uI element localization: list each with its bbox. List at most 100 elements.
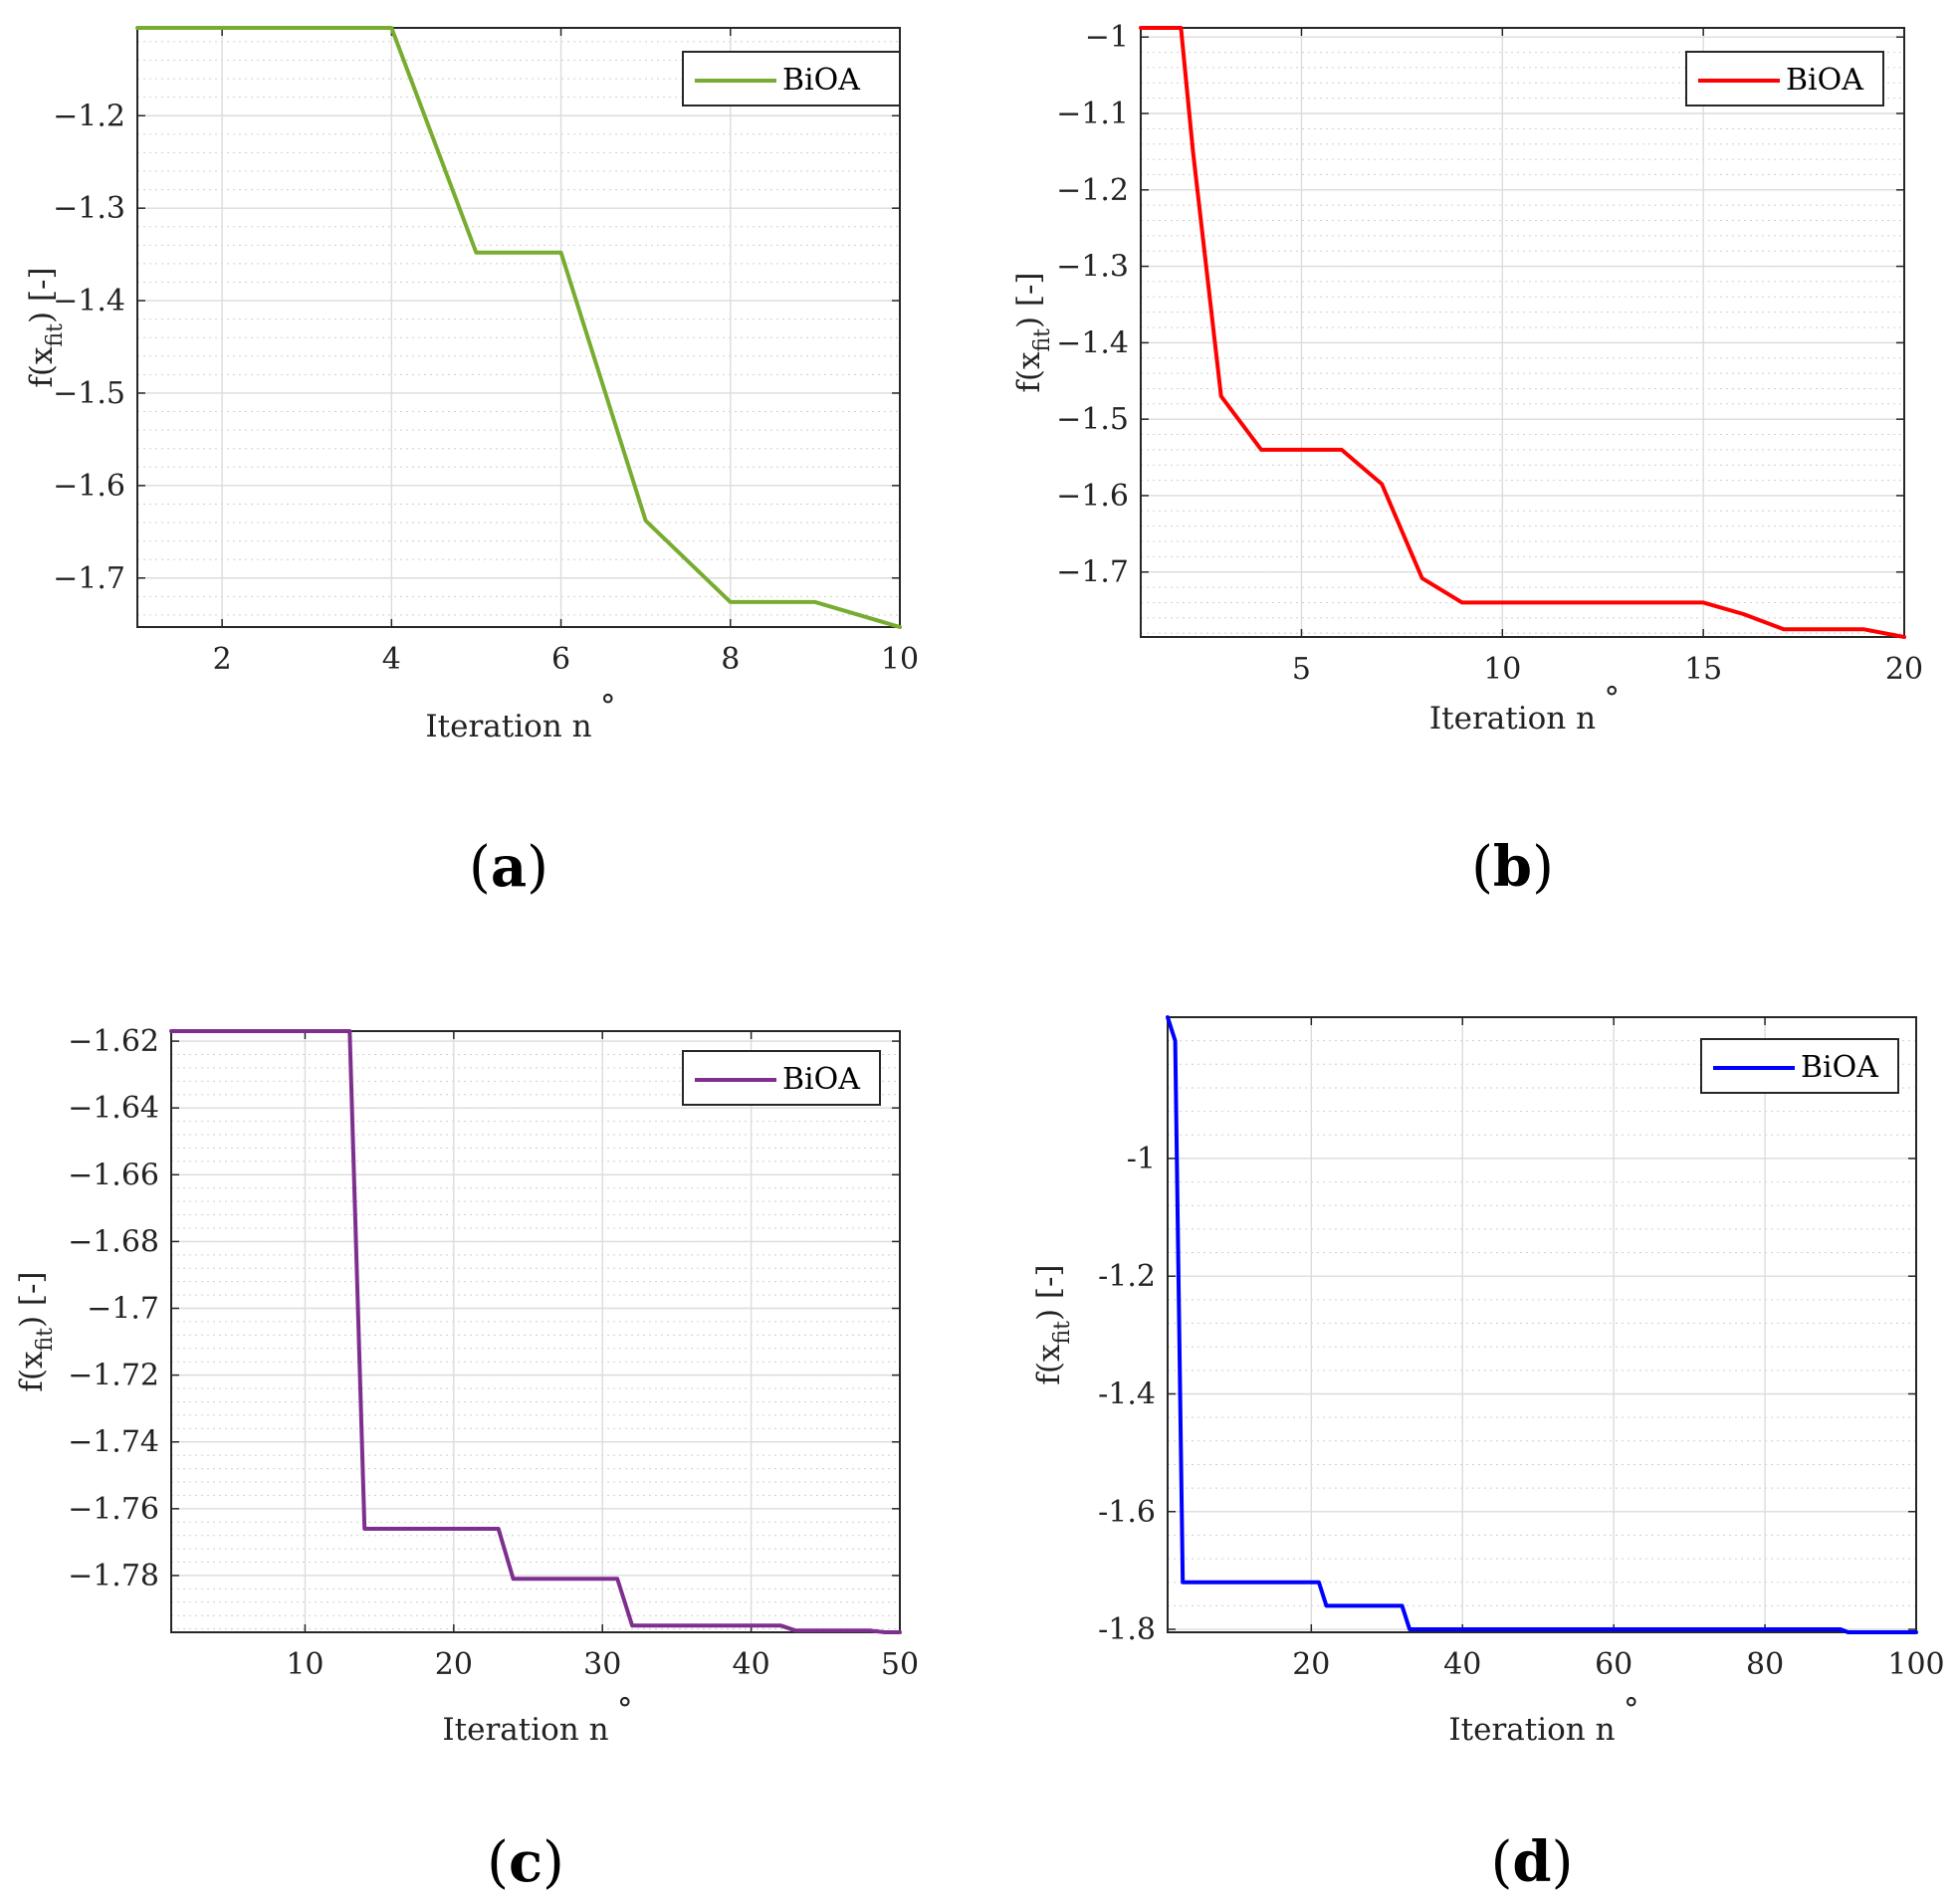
y-tick-label: −1.66 <box>68 1158 159 1192</box>
chart-panel-d: 20 40 60 80 100 -1 -1.2 -1.4 -1.6 -1.8 BiOA Iterati… <box>1031 1015 1945 1895</box>
panel-label-close: ) <box>543 1830 564 1895</box>
panel-label-open: ( <box>469 835 491 900</box>
y-tick-label: −1.4 <box>53 284 125 318</box>
chart-panel-b: 5 10 15 20 −1 −1.1 −1.2 −1.3 −1.4 −1.5 −1.6 −1.7 BiO… <box>1011 20 1923 900</box>
panel-label-letter: b <box>1493 834 1532 900</box>
legend-label: BiOA <box>782 1062 860 1097</box>
y-tick-label: −1.3 <box>1056 250 1129 285</box>
x-tick-label: 5 <box>1292 652 1311 687</box>
panel-label: (d) <box>1491 1829 1574 1895</box>
y-tick-label: −1.76 <box>68 1492 159 1527</box>
x-tick-label: 15 <box>1684 652 1722 687</box>
y-axis-label: f(xfit) [-] <box>24 267 68 387</box>
panel-label-letter: c <box>509 1829 543 1895</box>
x-tick-label: 100 <box>1887 1647 1944 1682</box>
y-tick-label: −1 <box>1085 20 1129 55</box>
y-tick-label: −1.5 <box>1056 402 1129 437</box>
grid <box>1168 1016 1917 1632</box>
y-tick-label: -1.4 <box>1098 1376 1156 1411</box>
y-axis-label-post: ) [-] <box>24 267 60 323</box>
x-tick-label: 10 <box>1483 652 1521 687</box>
y-axis-label: f(xfit) [-] <box>14 1271 58 1391</box>
chart-panel-c: 10 20 30 40 50 −1.62 −1.64 −1.66 −1.68 −1.7 −1.72 −… <box>14 1024 919 1895</box>
series-line-bioa <box>169 1029 902 1634</box>
panel-label-open: ( <box>1471 835 1493 900</box>
legend: BiOA <box>1685 51 1884 106</box>
x-tick-label: 40 <box>733 1647 770 1682</box>
x-tick-label: 20 <box>1292 1647 1330 1682</box>
legend: BiOA <box>682 51 901 106</box>
x-tick-label: 6 <box>551 642 570 677</box>
y-tick-label: −1.3 <box>53 191 125 226</box>
panel-label: (c) <box>487 1829 564 1895</box>
plot-frame <box>170 1030 901 1633</box>
y-axis-label-post: ) [-] <box>14 1271 50 1328</box>
y-axis-label-sub: fit <box>43 323 68 347</box>
plot-frame <box>136 27 901 628</box>
plot-frame <box>1140 27 1905 638</box>
y-axis-label: f(xfit) [-] <box>1011 272 1055 392</box>
y-tick-label: −1.7 <box>53 561 125 596</box>
y-tick-label: −1.62 <box>68 1024 159 1059</box>
y-axis-label-post: ) [-] <box>1011 272 1047 328</box>
y-axis-label-pre: f(x <box>24 346 60 388</box>
y-tick-label: −1.6 <box>53 469 125 504</box>
grid <box>137 28 901 627</box>
panel-label-open: ( <box>1491 1830 1513 1895</box>
y-tick-label: −1.72 <box>68 1359 159 1393</box>
y-axis-label-sub: fit <box>1050 1321 1075 1345</box>
y-tick-label: −1.1 <box>1056 97 1129 131</box>
x-tick-label: 2 <box>213 642 232 677</box>
panel-label: (a) <box>469 834 548 900</box>
panel-label-close: ) <box>1532 835 1554 900</box>
y-axis-label-post: ) [-] <box>1031 1264 1067 1321</box>
y-tick-label: -1 <box>1127 1142 1156 1176</box>
x-axis-label: Iteration n <box>1429 701 1596 737</box>
y-axis-label-sub: fit <box>33 1328 58 1352</box>
x-axis-label-degree: ° <box>1605 681 1621 717</box>
y-axis-label-pre: f(x <box>14 1351 50 1392</box>
x-axis-label: Iteration n <box>1448 1712 1615 1748</box>
x-tick-label: 20 <box>435 1647 473 1682</box>
panel-label-close: ) <box>527 835 548 900</box>
legend-box <box>682 51 901 106</box>
x-tick-label: 50 <box>881 1647 919 1682</box>
y-tick-label: -1.6 <box>1098 1495 1156 1530</box>
grid <box>1141 28 1905 637</box>
y-tick-label: −1.68 <box>68 1224 159 1259</box>
x-tick-label: 8 <box>721 642 740 677</box>
x-tick-label: 60 <box>1595 1647 1632 1682</box>
y-tick-label: −1.74 <box>68 1425 159 1460</box>
chart-panel-a: 2 4 6 8 10 −1.2 −1.3 −1.4 −1.5 −1.6 −1.7 BiOA Iterat… <box>24 26 919 900</box>
panel-label-letter: a <box>491 834 527 900</box>
plot-frame <box>1167 1016 1917 1633</box>
panel-label: (b) <box>1471 834 1554 900</box>
x-axis-label-degree: ° <box>617 1692 633 1728</box>
panel-label-open: ( <box>487 1830 509 1895</box>
y-axis-label-pre: f(x <box>1031 1344 1067 1385</box>
y-tick-label: −1.7 <box>87 1292 159 1327</box>
panel-label-close: ) <box>1552 1830 1574 1895</box>
y-tick-label: −1.2 <box>1056 173 1129 208</box>
series-line-bioa <box>1166 1015 1918 1634</box>
y-tick-label: −1.7 <box>1056 555 1129 590</box>
y-tick-label: -1.8 <box>1098 1612 1156 1647</box>
y-axis-label: f(xfit) [-] <box>1031 1264 1075 1384</box>
legend: BiOA <box>1700 1038 1899 1094</box>
x-axis-label-degree: ° <box>1624 1692 1639 1728</box>
y-axis-label-pre: f(x <box>1011 351 1047 393</box>
x-tick-label: 20 <box>1885 652 1923 687</box>
y-tick-label: −1.5 <box>53 376 125 411</box>
x-axis-label-degree: ° <box>600 689 616 725</box>
panel-label-letter: d <box>1512 1829 1551 1895</box>
x-tick-label: 80 <box>1746 1647 1784 1682</box>
x-tick-label: 10 <box>286 1647 324 1682</box>
y-tick-label: −1.6 <box>1056 479 1129 514</box>
legend-label: BiOA <box>1801 1050 1878 1085</box>
y-tick-label: −1.2 <box>53 99 125 133</box>
y-axis-label-sub: fit <box>1030 328 1055 352</box>
series-line-bioa <box>135 26 902 629</box>
legend-label: BiOA <box>782 63 860 98</box>
x-tick-label: 10 <box>881 642 919 677</box>
